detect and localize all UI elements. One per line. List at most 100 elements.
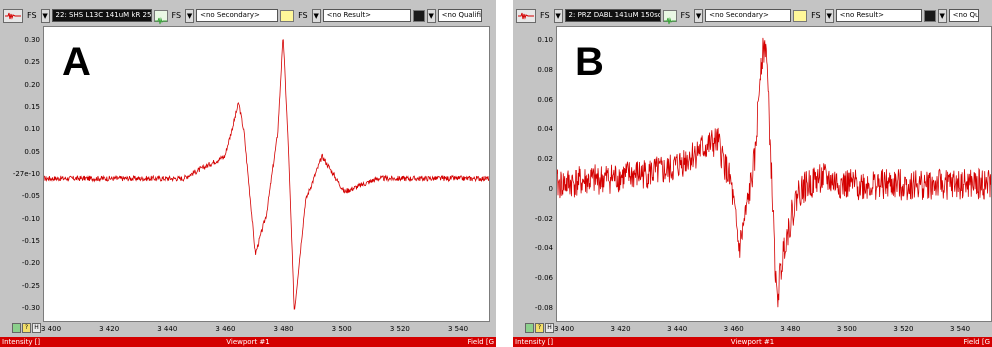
plot-area[interactable] — [43, 26, 490, 322]
fs-label: FS — [680, 11, 691, 20]
spectrum-plot — [557, 37, 991, 308]
x-tick-label: 3 540 — [949, 325, 971, 333]
green-mode-button[interactable] — [525, 323, 534, 333]
mode-buttons: ? H — [525, 323, 554, 333]
y-tick-label: -0.15 — [21, 237, 40, 245]
status-right: Field [G — [963, 338, 990, 346]
y-tick-label: -0.05 — [21, 192, 40, 201]
y-tick-label: 0.25 — [24, 58, 40, 67]
y-tick-label: -0.02 — [534, 214, 553, 223]
y-tick-label: 0.30 — [24, 36, 40, 44]
x-tick-label: 3 420 — [99, 325, 120, 333]
x-tick-label: 3 480 — [273, 325, 294, 333]
y-tick-label: 0.04 — [537, 125, 553, 134]
qualifier-dropdown-arrow[interactable]: ▼ — [426, 8, 436, 23]
toolbar: FS ▼ 22: SHS L13C 141uM kR 25 FS ▼ <no S… — [0, 7, 496, 24]
y-tick-label: 0 — [548, 184, 553, 193]
toolbar: FS ▼ 2: PRZ DABL 141uM 150sc FS ▼ <no Se… — [513, 7, 992, 24]
fs-label: FS — [811, 11, 821, 20]
result-field[interactable]: <no Result> — [835, 9, 922, 22]
status-bar: Intensity [] Viewport #1 Field [G — [0, 337, 496, 347]
x-tick-label: 3 460 — [723, 325, 744, 333]
status-right: Field [G — [467, 338, 494, 346]
y-tick-label: 0.06 — [537, 95, 553, 104]
spectrum-trace — [557, 37, 991, 308]
y-tick-label: -0.10 — [21, 214, 40, 223]
secondary-field[interactable]: <no Secondary> — [196, 9, 279, 22]
h-button[interactable]: H — [32, 323, 41, 333]
primary-dataset-field[interactable]: 22: SHS L13C 141uM kR 25 — [51, 9, 152, 22]
x-axis-labels: 3 400 3 420 3 440 3 460 3 480 3 500 3 520 3 540 — [40, 322, 490, 336]
primary-dataset-field[interactable]: 2: PRZ DABL 141uM 150sc — [564, 9, 661, 22]
fs-label: FS — [27, 11, 37, 20]
y-tick-label: 0.08 — [537, 65, 553, 74]
y-tick-label: -0.30 — [21, 304, 40, 312]
y-tick-label: 0.15 — [24, 103, 40, 111]
spectrum-panel-b: FS ▼ 2: PRZ DABL 141uM 150sc FS ▼ <no Se… — [513, 0, 992, 347]
y-tick-label: -0.25 — [21, 281, 40, 290]
x-axis-labels: 3 400 3 420 3 440 3 460 3 480 3 500 3 520 3 540 — [553, 322, 992, 336]
y-tick-label: -0.20 — [21, 259, 40, 268]
panel-label: B — [575, 40, 604, 84]
green-mode-button[interactable] — [12, 323, 21, 333]
secondary-color-swatch[interactable] — [662, 9, 677, 24]
result-dropdown-arrow[interactable]: ▼ — [824, 8, 834, 23]
secondary-dropdown-arrow[interactable]: ▼ — [694, 8, 704, 23]
x-tick-label: 3 480 — [780, 325, 801, 333]
x-tick-label: 3 460 — [215, 325, 236, 333]
h-button[interactable]: H — [545, 323, 554, 333]
y-tick-label: 0.10 — [24, 125, 40, 134]
x-tick-label: 3 520 — [389, 325, 410, 333]
fs-label: FS — [171, 11, 182, 20]
qualifier-dropdown-arrow[interactable]: ▼ — [937, 8, 947, 23]
status-left: Intensity [] — [2, 338, 41, 346]
spectrum-icon[interactable] — [3, 8, 23, 23]
plot-area[interactable] — [556, 26, 992, 322]
spectrum-plot — [44, 39, 489, 310]
result-color-swatch[interactable] — [793, 9, 808, 22]
x-tick-label: 3 420 — [610, 325, 631, 333]
x-tick-label: 3 500 — [836, 325, 857, 333]
fs-label: FS — [540, 11, 550, 20]
x-tick-label: 3 500 — [331, 325, 352, 333]
result-field[interactable]: <no Result> — [322, 9, 411, 22]
spectrum-panel-a: FS ▼ 22: SHS L13C 141uM kR 25 FS ▼ <no S… — [0, 0, 496, 347]
qualifier-field[interactable]: <no Qualifier> — [437, 9, 482, 22]
mode-buttons: ? H — [12, 323, 41, 333]
qualifier-color-swatch[interactable] — [412, 9, 425, 22]
spectrum-trace — [44, 39, 489, 310]
help-button[interactable]: ? — [535, 323, 544, 333]
qualifier-color-swatch[interactable] — [923, 9, 936, 22]
y-tick-label: -0.06 — [534, 274, 553, 283]
y-tick-label: 0.10 — [537, 36, 553, 44]
panel-label: A — [62, 40, 91, 84]
y-tick-label: 0.20 — [24, 80, 40, 89]
y-tick-label: 0.05 — [24, 147, 40, 156]
help-button[interactable]: ? — [22, 323, 31, 333]
y-axis-labels: 0.30 0.25 0.20 0.15 0.10 0.05 -27e-10 -0.05 -0.1… — [0, 26, 42, 322]
secondary-color-swatch[interactable] — [153, 9, 168, 24]
primary-dropdown-arrow[interactable]: ▼ — [553, 8, 563, 23]
status-middle: Viewport #1 — [226, 338, 270, 346]
result-color-swatch[interactable] — [280, 9, 295, 22]
fs-label: FS — [298, 11, 308, 20]
status-bar: Intensity [] Viewport #1 Field [G — [513, 337, 992, 347]
x-tick-label: 3 440 — [667, 325, 688, 333]
x-tick-label: 3 520 — [893, 325, 914, 333]
qualifier-field[interactable]: <no Qua — [948, 9, 979, 22]
y-axis-labels: 0.10 0.08 0.06 0.04 0.02 0 -0.02 -0.04 -0.06 -0.0… — [513, 26, 555, 322]
secondary-dropdown-arrow[interactable]: ▼ — [185, 8, 195, 23]
status-middle: Viewport #1 — [730, 338, 775, 346]
status-left: Intensity [] — [515, 338, 554, 346]
result-dropdown-arrow[interactable]: ▼ — [311, 8, 321, 23]
secondary-field[interactable]: <no Secondary> — [705, 9, 792, 22]
x-tick-label: 3 400 — [40, 325, 62, 333]
y-tick-label: -0.04 — [534, 244, 553, 253]
primary-dropdown-arrow[interactable]: ▼ — [40, 8, 50, 23]
x-tick-label: 3 440 — [157, 325, 178, 333]
x-tick-label: 3 400 — [553, 325, 575, 333]
y-tick-label: 0.02 — [537, 155, 553, 164]
y-tick-label: -0.08 — [534, 304, 553, 312]
y-tick-label: -27e-10 — [12, 170, 40, 178]
spectrum-icon[interactable] — [516, 8, 536, 23]
